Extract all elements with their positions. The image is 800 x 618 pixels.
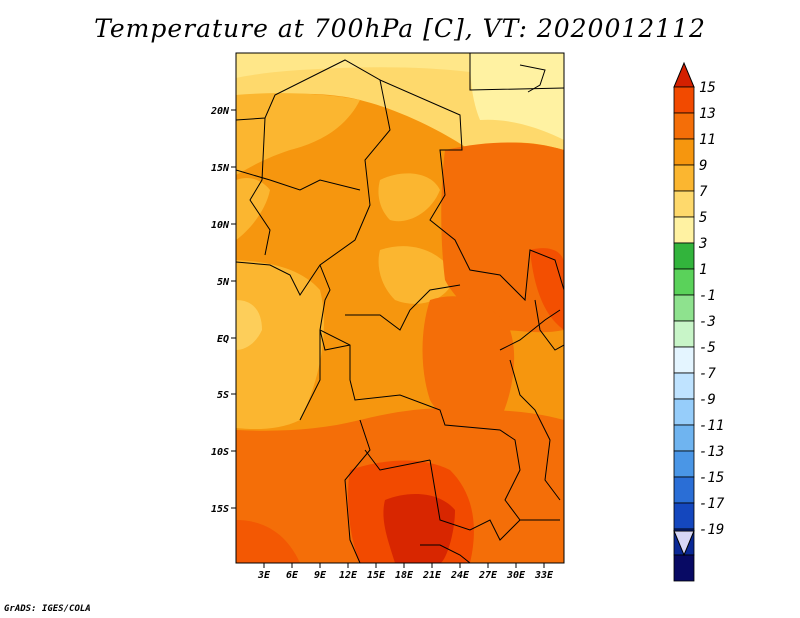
- colorbar-cell: [673, 372, 695, 400]
- lon-label: 12E: [339, 570, 358, 581]
- colorbar-label: -15: [699, 470, 724, 486]
- colorbar-label: 11: [699, 132, 716, 148]
- lon-label: 30E: [506, 570, 526, 581]
- lat-label: 20N: [210, 106, 230, 117]
- lon-label: 9E: [314, 570, 327, 581]
- colorbar-cell: [673, 216, 695, 244]
- colorbar-label: 13: [699, 106, 716, 122]
- colorbar-cell: [673, 476, 695, 504]
- lon-label: 15E: [367, 570, 386, 581]
- colorbar-label: 3: [698, 236, 707, 252]
- colorbar-cell: [673, 112, 695, 140]
- colorbar-cell: [673, 554, 695, 582]
- lat-label: EQ: [217, 334, 229, 345]
- lat-label: 15S: [211, 504, 229, 515]
- colorbar-label: -13: [699, 444, 724, 460]
- colorbar-cell: [673, 242, 695, 270]
- colorbar-label: 7: [699, 184, 708, 200]
- colorbar-label: -9: [699, 392, 716, 408]
- colorbar-label: -3: [699, 314, 716, 330]
- colorbar-label: -5: [699, 340, 716, 356]
- colorbar-cell: [673, 320, 695, 348]
- colorbar-label: -19: [699, 522, 724, 538]
- colorbar-cell: [673, 294, 695, 322]
- colorbar: 15 13 11 9 7 5 3 1 -1 -3 -5 -7 -9 -11 -1…: [673, 61, 725, 582]
- lon-label: 18E: [395, 570, 414, 581]
- colorbar-label: -7: [699, 366, 716, 382]
- colorbar-top-triangle: [673, 61, 695, 88]
- grads-credit: GrADS: IGES/COLA: [4, 604, 91, 614]
- lat-label: 5N: [217, 277, 230, 288]
- colorbar-label: -1: [699, 288, 716, 304]
- lat-label: 15N: [211, 163, 230, 174]
- colorbar-cell: [673, 268, 695, 296]
- colorbar-cell: [673, 164, 695, 192]
- country-borders: [236, 53, 564, 563]
- colorbar-bottom-triangle: [673, 530, 695, 557]
- colorbar-cell: [673, 502, 695, 530]
- lat-label: 5S: [217, 390, 229, 401]
- colorbar-cell: [673, 190, 695, 218]
- colorbar-cell: [673, 346, 695, 374]
- colorbar-cell: [673, 450, 695, 478]
- lon-label: 6E: [286, 570, 299, 581]
- colorbar-cell: [673, 86, 695, 114]
- lon-label: 3E: [257, 570, 271, 581]
- colorbar-cell: [673, 424, 695, 452]
- lat-label: 10S: [211, 447, 229, 458]
- lon-label: 33E: [534, 570, 554, 581]
- colorbar-label: 15: [699, 80, 716, 96]
- lon-label: 21E: [422, 570, 442, 581]
- lat-label: 10N: [211, 220, 230, 231]
- lon-label: 24E: [450, 570, 470, 581]
- colorbar-cell: [673, 398, 695, 426]
- temperature-field: [236, 53, 564, 563]
- lat-axis: 20N 15N 10N 5N EQ 5S 10S 15S: [210, 106, 236, 515]
- colorbar-label: -11: [699, 418, 724, 434]
- lon-label: 27E: [478, 570, 498, 581]
- colorbar-label: 1: [699, 262, 707, 278]
- colorbar-label: -17: [699, 496, 725, 512]
- colorbar-label: 5: [699, 210, 707, 226]
- colorbar-cell: [673, 138, 695, 166]
- map-frame: [235, 52, 565, 564]
- colorbar-label: 9: [699, 158, 707, 174]
- lon-axis: 3E 6E 9E 12E 15E 18E 21E 24E 27E 30E 33E: [257, 563, 554, 581]
- map-title: Temperature at 700hPa [C], VT: 202001211…: [94, 14, 706, 43]
